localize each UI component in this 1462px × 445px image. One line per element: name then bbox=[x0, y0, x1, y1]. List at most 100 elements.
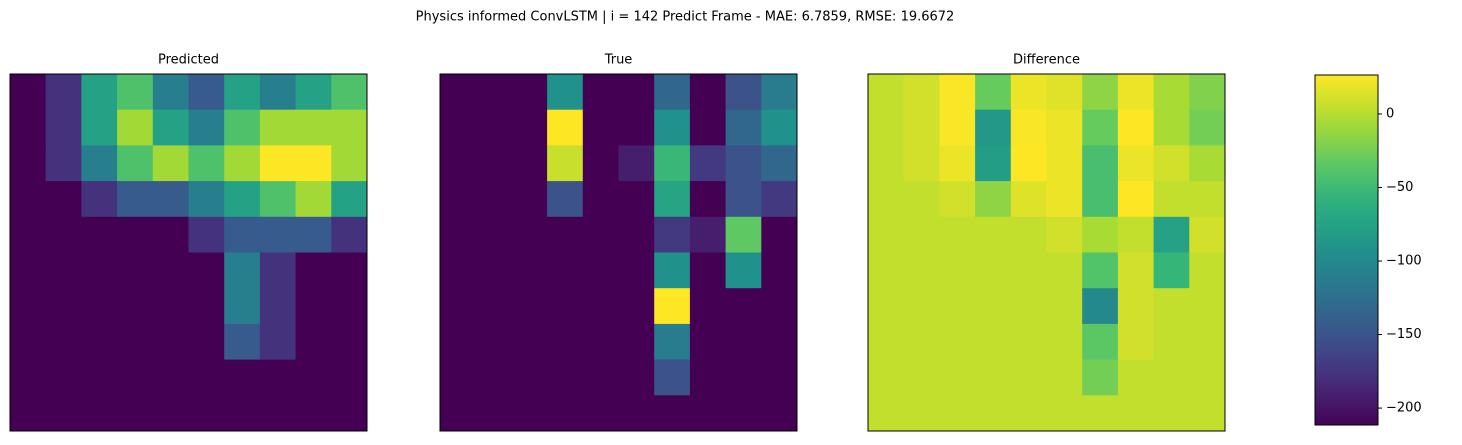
heatmap-cell bbox=[654, 288, 691, 325]
heatmap-cell bbox=[1046, 323, 1083, 361]
heatmap-cell bbox=[868, 216, 905, 253]
heatmap-cell bbox=[939, 252, 976, 289]
heatmap-cell bbox=[1010, 181, 1047, 218]
heatmap-cell bbox=[259, 359, 297, 396]
heatmap-cell bbox=[224, 145, 261, 182]
heatmap-cell bbox=[152, 288, 189, 325]
heatmap-cell bbox=[1189, 288, 1226, 325]
heatmap-cell bbox=[1153, 145, 1190, 182]
heatmap-cell bbox=[45, 74, 82, 111]
heatmap-cell bbox=[618, 74, 655, 111]
heatmap-cell bbox=[868, 359, 905, 396]
heatmap-cell bbox=[654, 216, 691, 253]
heatmap-cell bbox=[1189, 395, 1226, 432]
heatmap-cell bbox=[903, 74, 940, 111]
heatmap-cell bbox=[224, 323, 261, 361]
heatmap-cell bbox=[1189, 74, 1226, 111]
panel-frame bbox=[439, 73, 798, 432]
heatmap-cell bbox=[582, 181, 619, 218]
heatmap-cell bbox=[618, 181, 655, 218]
heatmap-cell bbox=[1082, 145, 1119, 182]
heatmap-cell bbox=[689, 181, 727, 218]
heatmap-cell bbox=[331, 395, 368, 432]
heatmap-cell bbox=[295, 74, 332, 111]
heatmap-cell bbox=[689, 323, 727, 361]
colorbar-tick-label: −150 bbox=[1386, 327, 1422, 342]
heatmap-cell bbox=[939, 395, 976, 432]
heatmap-cell bbox=[10, 74, 47, 111]
heatmap-cell bbox=[547, 109, 584, 146]
heatmap-cell bbox=[511, 109, 548, 146]
heatmap-cell bbox=[1010, 109, 1047, 146]
heatmap-cell bbox=[868, 181, 905, 218]
heatmap-cell bbox=[547, 74, 584, 111]
colorbar-tick-label: 0 bbox=[1386, 106, 1394, 121]
heatmap-cell bbox=[475, 74, 512, 111]
heatmap-cell bbox=[259, 216, 297, 253]
heatmap-cell bbox=[618, 359, 655, 396]
heatmap-cell bbox=[475, 359, 512, 396]
heatmap-cell bbox=[10, 288, 47, 325]
heatmap-cell bbox=[1189, 109, 1226, 146]
heatmap-cell bbox=[975, 252, 1012, 289]
heatmap-cell bbox=[45, 252, 82, 289]
heatmap-cell bbox=[295, 216, 332, 253]
heatmap-cell bbox=[10, 181, 47, 218]
heatmap-cell bbox=[117, 395, 154, 432]
heatmap-cell bbox=[868, 252, 905, 289]
heatmap-cell bbox=[689, 109, 727, 146]
colorbar-tick-label: −50 bbox=[1386, 180, 1413, 195]
heatmap-cell bbox=[582, 323, 619, 361]
heatmap-cell bbox=[654, 252, 691, 289]
heatmap-cell bbox=[1010, 288, 1047, 325]
heatmap-cell bbox=[654, 395, 691, 432]
heatmap-cell bbox=[45, 181, 82, 218]
heatmap-cell bbox=[903, 395, 940, 432]
heatmap-cell bbox=[152, 252, 189, 289]
colorbar-tick-label: −200 bbox=[1386, 401, 1422, 416]
heatmap-cell bbox=[152, 395, 189, 432]
heatmap-cell bbox=[761, 395, 798, 432]
heatmap-cell bbox=[81, 395, 118, 432]
heatmap-cell bbox=[10, 359, 47, 396]
heatmap-cell bbox=[81, 288, 118, 325]
heatmap-cell bbox=[725, 145, 762, 182]
heatmap-cell bbox=[689, 288, 727, 325]
heatmap-cell bbox=[295, 145, 332, 182]
heatmap-cell bbox=[152, 109, 189, 146]
heatmap-cell bbox=[511, 359, 548, 396]
heatmap-cell bbox=[331, 109, 368, 146]
heatmap-cell bbox=[761, 323, 798, 361]
heatmap-cell bbox=[1046, 74, 1083, 111]
heatmap-cell bbox=[1189, 359, 1226, 396]
heatmap-cell bbox=[331, 145, 368, 182]
heatmap-cell bbox=[689, 395, 727, 432]
heatmap-cell bbox=[475, 252, 512, 289]
heatmap-cell bbox=[1010, 395, 1047, 432]
heatmap-cell bbox=[440, 359, 477, 396]
heatmap-cell bbox=[975, 181, 1012, 218]
heatmap-cell bbox=[152, 323, 189, 361]
heatmap-cell bbox=[761, 145, 798, 182]
heatmap-cell bbox=[475, 323, 512, 361]
heatmap-cell bbox=[81, 181, 118, 218]
heatmap-cell bbox=[152, 145, 189, 182]
heatmap-cell bbox=[654, 181, 691, 218]
heatmap-cell bbox=[188, 181, 225, 218]
heatmap-cell bbox=[975, 359, 1012, 396]
heatmap-cell bbox=[1117, 74, 1155, 111]
heatmap-cell bbox=[761, 359, 798, 396]
heatmap-cell bbox=[224, 109, 261, 146]
heatmap-cell bbox=[45, 288, 82, 325]
heatmap-cell bbox=[654, 359, 691, 396]
heatmap-cell bbox=[440, 395, 477, 432]
heatmap-cell bbox=[939, 181, 976, 218]
panel-title: Difference bbox=[1013, 53, 1080, 68]
heatmap-cell bbox=[1082, 395, 1119, 432]
heatmap-cell bbox=[259, 323, 297, 361]
heatmap-cell bbox=[725, 395, 762, 432]
heatmap-cell bbox=[1082, 74, 1119, 111]
heatmap-cell bbox=[654, 74, 691, 111]
heatmap-cell bbox=[1046, 216, 1083, 253]
heatmap-cell bbox=[81, 216, 118, 253]
